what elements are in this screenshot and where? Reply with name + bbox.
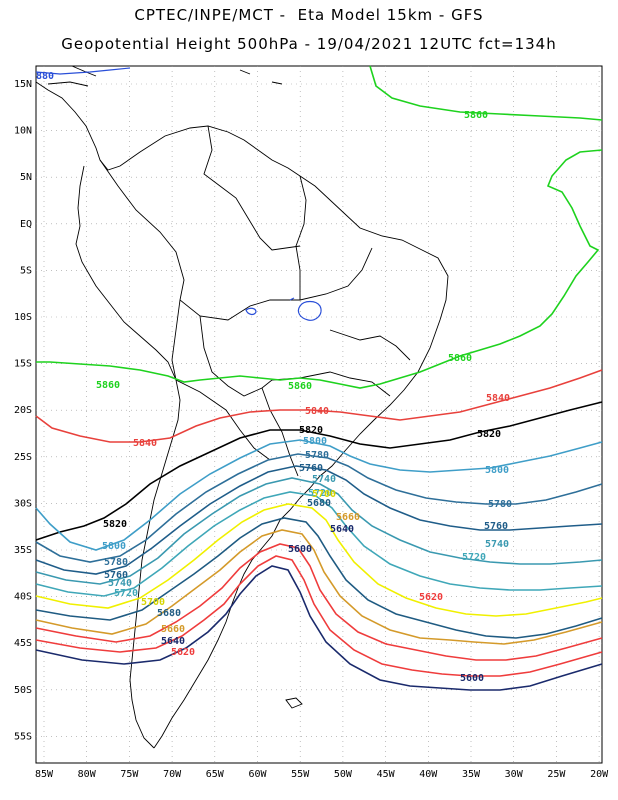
contour-label-5640-center: 5640	[330, 524, 354, 535]
contour-label-5820-east: 5820	[477, 429, 501, 440]
lon-tick-label: 35W	[462, 769, 481, 780]
contour-label-5760-west: 5760	[104, 570, 128, 581]
lon-tick-label: 50W	[334, 769, 353, 780]
lon-tick-label: 45W	[377, 769, 396, 780]
height-contours	[35, 65, 603, 691]
latitude-labels: 15N 10N 5N EQ 5S 10S 15S 20S 25S 30S 35S 40S 45S 50S 5…	[14, 79, 32, 742]
contour-label-5620-east: 5620	[419, 592, 443, 603]
contour-label-880: 880	[36, 71, 54, 82]
lat-tick-label: EQ	[20, 219, 32, 230]
contour-label-5860-center: 5860	[288, 381, 312, 392]
contour-label-5800-east: 5800	[485, 465, 509, 476]
contour-5880	[35, 67, 322, 321]
lon-tick-label: 75W	[120, 769, 139, 780]
contour-label-5820-center: 5820	[299, 425, 323, 436]
lat-tick-label: 25S	[14, 452, 32, 463]
lon-tick-label: 30W	[505, 769, 524, 780]
coastlines	[35, 65, 449, 749]
contour-label-5660-center: 5660	[336, 512, 360, 523]
contour-label-5720-center: 5720	[308, 488, 332, 499]
contour-label-5720-west: 5720	[114, 588, 138, 599]
contour-label-5680-center: 5680	[307, 498, 331, 509]
lat-tick-label: 5S	[20, 265, 32, 276]
contour-label-5680-west: 5680	[157, 608, 181, 619]
contour-label-5860-east: 5860	[448, 353, 472, 364]
contour-label-5840-west: 5840	[133, 438, 157, 449]
contour-label-5640-west: 5640	[161, 636, 185, 647]
lat-tick-label: 5N	[20, 172, 32, 183]
lat-tick-label: 20S	[14, 405, 32, 416]
contour-label-5740-west: 5740	[108, 578, 132, 589]
contour-label-5780-east: 5780	[488, 499, 512, 510]
contour-label-5860-north: 5860	[464, 110, 488, 121]
contour-label-5840-center: 5840	[305, 406, 329, 417]
contour-label-5800-west: 5800	[102, 541, 126, 552]
lon-tick-label: 20W	[590, 769, 609, 780]
lat-tick-label: 30S	[14, 498, 32, 509]
lat-tick-label: 15S	[14, 359, 32, 370]
longitude-labels: 85W 80W 75W 70W 65W 60W 55W 50W 45W 40W 35W 30W 25W 2…	[35, 769, 609, 780]
lon-tick-label: 60W	[248, 769, 267, 780]
contour-label-5760-east: 5760	[484, 521, 508, 532]
lat-tick-label: 10S	[14, 312, 32, 323]
lon-tick-label: 70W	[163, 769, 182, 780]
lat-tick-label: 35S	[14, 545, 32, 556]
contour-label-5780-west: 5780	[104, 557, 128, 568]
map-frame	[35, 65, 603, 764]
lon-tick-label: 40W	[419, 769, 438, 780]
lat-tick-label: 10N	[14, 126, 32, 137]
contour-label-5740-east: 5740	[485, 539, 509, 550]
lon-tick-label: 55W	[291, 769, 310, 780]
map-title-line1: CPTEC/INPE/MCT - Eta Model 15km - GFS	[134, 6, 484, 24]
contour-label-5720-east: 5720	[462, 552, 486, 563]
lat-tick-label: 45S	[14, 638, 32, 649]
lat-tick-label: 40S	[14, 592, 32, 603]
contour-label-5660-west: 5660	[161, 624, 185, 635]
lat-tick-label: 55S	[14, 731, 32, 742]
lon-tick-label: 25W	[547, 769, 566, 780]
contour-label-5700-west: 5700	[141, 597, 165, 608]
lat-tick-label: 15N	[14, 79, 32, 90]
contour-label-5860-west: 5860	[96, 380, 120, 391]
contour-label-5760-center: 5760	[299, 463, 323, 474]
map-title-line2: Geopotential Height 500hPa - 19/04/2021 …	[61, 35, 557, 53]
contour-label-5800-center: 5800	[303, 436, 327, 447]
lon-tick-label: 80W	[78, 769, 97, 780]
contour-label-5740-center: 5740	[312, 474, 336, 485]
contour-label-5840-east: 5840	[486, 393, 510, 404]
contour-label-5620-west: 5620	[171, 647, 195, 658]
contour-label-5600-center: 5600	[288, 544, 312, 555]
contour-label-5700-center: 5700	[312, 489, 336, 500]
contour-label-5780-center: 5780	[305, 450, 329, 461]
lon-tick-label: 85W	[35, 769, 54, 780]
contour-label-5600-east: 5600	[460, 673, 484, 684]
lon-tick-label: 65W	[206, 769, 225, 780]
lat-tick-label: 50S	[14, 685, 32, 696]
contour-label-5820-west: 5820	[103, 519, 127, 530]
